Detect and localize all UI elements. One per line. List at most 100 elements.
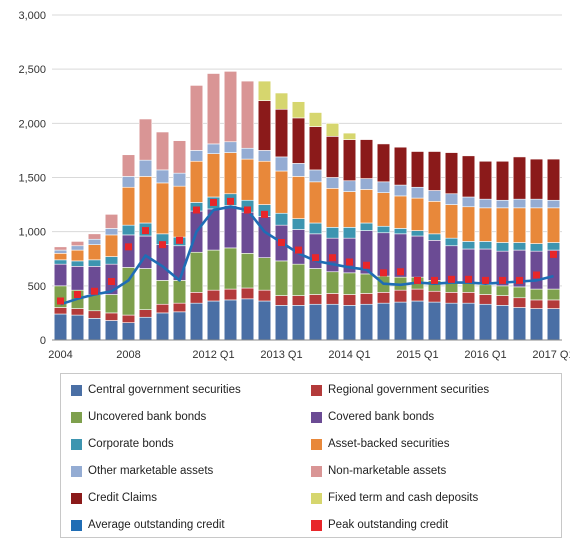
bar-segment xyxy=(257,300,272,341)
peak-credit-marker xyxy=(142,227,149,235)
bar-segment xyxy=(291,163,306,177)
bar-segment xyxy=(546,288,561,301)
bar-segment xyxy=(206,249,221,291)
peak-credit-marker xyxy=(329,254,336,262)
legend-label: Fixed term and cash deposits xyxy=(328,492,479,504)
bar-segment xyxy=(529,308,544,341)
bar-segment xyxy=(189,85,204,151)
bar-segment xyxy=(138,118,153,161)
bar-segment xyxy=(461,302,476,341)
bar-segment xyxy=(121,176,136,188)
bar-segment xyxy=(70,308,85,316)
bar-segment xyxy=(223,288,238,301)
bar-segment xyxy=(274,295,289,306)
bar-segment xyxy=(478,284,493,295)
bar-segment xyxy=(342,227,357,239)
legend-item: Asset-backed securities xyxy=(311,438,449,450)
bar-segment xyxy=(104,228,119,236)
legend-label: Uncovered bank bonds xyxy=(88,411,207,423)
bar-segment xyxy=(155,131,170,171)
bar-segment xyxy=(172,280,187,304)
bar-segment xyxy=(87,310,102,319)
bar-segment xyxy=(546,207,561,243)
legend-label: Corporate bonds xyxy=(88,438,174,450)
bar-segment xyxy=(495,285,510,296)
bar-segment xyxy=(478,294,493,305)
bar-segment xyxy=(359,303,374,341)
legend-item: Central government securities xyxy=(71,384,241,396)
peak-credit-marker xyxy=(516,276,523,284)
bar-segment xyxy=(512,207,527,243)
bar-segment xyxy=(512,198,527,209)
bar-segment xyxy=(342,305,357,341)
bar-segment xyxy=(546,242,561,251)
bar-segment xyxy=(155,182,170,235)
bar-segment xyxy=(410,186,425,199)
legend-item: Fixed term and cash deposits xyxy=(311,492,478,504)
y-tick-label: 500 xyxy=(28,281,46,293)
bar-segment xyxy=(240,287,255,300)
peak-credit-marker xyxy=(91,287,98,295)
bar-segment xyxy=(257,80,272,101)
legend-label: Other marketable assets xyxy=(88,465,214,477)
bar-segment xyxy=(529,299,544,309)
bar-segment xyxy=(121,322,136,341)
y-tick-label: 0 xyxy=(40,335,46,347)
legend-item: Credit Claims xyxy=(71,492,157,504)
bar-segment xyxy=(121,224,136,236)
bar-segment xyxy=(359,139,374,179)
bar-segment xyxy=(189,302,204,341)
bar-segment xyxy=(70,249,85,262)
legend-swatch xyxy=(311,519,322,531)
peak-credit-marker xyxy=(108,278,115,285)
peak-credit-marker xyxy=(57,297,64,305)
bar-segment xyxy=(291,305,306,341)
bar-segment xyxy=(410,288,425,302)
peak-credit-marker xyxy=(295,246,302,254)
y-tick-label: 2,500 xyxy=(18,64,46,76)
bar-segment xyxy=(53,307,68,315)
bar-segment xyxy=(495,199,510,209)
bar-segment xyxy=(138,176,153,224)
bar-segment xyxy=(223,247,238,290)
bar-segment xyxy=(427,151,442,191)
legend-item: Corporate bonds xyxy=(71,438,174,450)
peak-credit-marker xyxy=(244,206,251,214)
bar-segment xyxy=(308,112,323,127)
legend-swatch xyxy=(71,519,82,531)
bar-segment xyxy=(427,290,442,303)
bar-segment xyxy=(206,300,221,341)
peak-credit-marker xyxy=(210,198,217,206)
bar-segment xyxy=(223,152,238,195)
bar-segment xyxy=(325,188,340,228)
legend-swatch xyxy=(71,411,82,423)
bar-segment xyxy=(393,228,408,235)
bar-segment xyxy=(529,288,544,301)
bar-segment xyxy=(427,240,442,281)
legend-swatch xyxy=(311,438,322,450)
bar-segment xyxy=(478,160,493,200)
peak-credit-marker xyxy=(414,276,421,284)
bar-segment xyxy=(53,313,68,341)
bar-segment xyxy=(393,301,408,341)
bar-segment xyxy=(53,246,68,251)
bar-segment xyxy=(274,212,289,226)
bar-segment xyxy=(104,256,119,265)
bar-segment xyxy=(138,309,153,318)
legend-label: Asset-backed securities xyxy=(328,438,450,450)
peak-credit-marker xyxy=(312,254,319,262)
legend-item: Covered bank bonds xyxy=(311,411,434,423)
bar-segment xyxy=(291,101,306,119)
peak-credit-marker xyxy=(193,206,200,214)
legend-item: Non-marketable assets xyxy=(311,465,446,477)
bar-segment xyxy=(529,243,544,252)
bar-segment xyxy=(444,302,459,341)
legend-swatch xyxy=(71,492,82,504)
bar-segment xyxy=(53,249,68,254)
legend-label: Credit Claims xyxy=(88,492,158,504)
bar-segment xyxy=(376,302,391,341)
x-tick-label: 2008 xyxy=(116,349,140,361)
bar-segment xyxy=(546,299,561,309)
bar-segment xyxy=(478,303,493,341)
bar-segment xyxy=(70,314,85,341)
